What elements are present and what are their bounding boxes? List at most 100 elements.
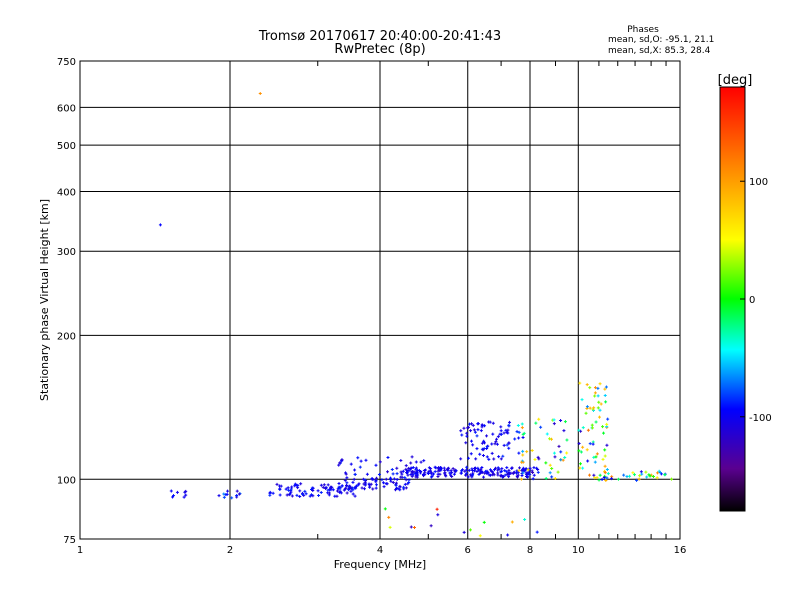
data-point	[602, 431, 606, 435]
data-point	[298, 489, 302, 493]
data-point	[316, 489, 320, 493]
data-point	[460, 469, 464, 473]
data-point	[588, 442, 592, 446]
data-point	[586, 428, 590, 432]
data-point	[462, 530, 466, 534]
data-point	[494, 440, 498, 444]
data-point	[514, 471, 518, 475]
data-point	[603, 464, 607, 468]
data-point	[578, 381, 582, 385]
data-point	[604, 479, 608, 483]
data-point	[517, 436, 521, 440]
data-point	[577, 441, 581, 445]
data-point	[409, 525, 413, 529]
data-point	[303, 489, 307, 493]
data-point	[515, 475, 519, 479]
data-point	[578, 466, 582, 470]
data-point	[371, 487, 375, 491]
data-point	[451, 467, 455, 471]
data-point	[545, 432, 549, 436]
data-point	[563, 420, 567, 424]
data-point	[349, 462, 353, 466]
data-point	[467, 468, 471, 472]
data-point	[488, 468, 492, 472]
data-point	[593, 476, 597, 480]
data-point	[460, 433, 464, 437]
data-point	[468, 528, 472, 532]
data-point	[559, 418, 563, 422]
data-point	[476, 422, 480, 426]
data-point	[476, 466, 480, 470]
data-point	[333, 494, 337, 498]
data-point	[598, 382, 602, 386]
data-point	[483, 471, 487, 475]
x-tick-label: 8	[527, 545, 533, 556]
data-point	[605, 443, 609, 447]
data-point	[471, 473, 475, 477]
data-point	[407, 478, 411, 482]
data-point	[430, 474, 434, 478]
data-point	[343, 478, 347, 482]
data-point	[258, 91, 262, 95]
data-point	[403, 482, 407, 486]
data-point	[402, 485, 406, 489]
data-point	[304, 492, 308, 496]
data-point	[409, 461, 413, 465]
data-point	[602, 476, 606, 480]
data-point	[648, 474, 652, 478]
y-tick-label: 100	[57, 475, 76, 486]
data-point	[605, 467, 609, 471]
data-point	[516, 423, 520, 427]
data-point	[603, 387, 607, 391]
data-point	[520, 426, 524, 430]
data-point	[383, 507, 387, 511]
data-point	[424, 468, 428, 472]
data-point	[465, 465, 469, 469]
data-point	[491, 472, 495, 476]
data-point	[465, 471, 469, 475]
data-point	[391, 481, 395, 485]
data-point	[517, 451, 521, 455]
data-point	[656, 471, 660, 475]
data-point	[500, 473, 504, 477]
data-point	[479, 467, 483, 471]
data-point	[439, 468, 443, 472]
data-point	[484, 469, 488, 473]
data-point	[429, 472, 433, 476]
data-point	[581, 466, 585, 470]
data-point	[519, 477, 523, 481]
colorbar-tick-label: 0	[749, 295, 755, 306]
data-point	[487, 457, 491, 461]
data-point	[586, 459, 590, 463]
data-point	[436, 469, 440, 473]
data-point	[476, 428, 480, 432]
data-point	[295, 493, 299, 497]
data-point	[593, 391, 597, 395]
data-point	[603, 393, 607, 397]
data-point	[414, 475, 418, 479]
data-point	[502, 431, 506, 435]
data-point	[374, 463, 378, 467]
data-point	[336, 489, 340, 493]
data-point	[472, 428, 476, 432]
data-point	[347, 486, 351, 490]
data-point	[375, 483, 379, 487]
y-tick-label: 75	[63, 535, 76, 546]
data-point	[364, 458, 368, 462]
colorbar-ticks: 100 0 -100	[740, 177, 772, 424]
data-point	[414, 460, 418, 464]
data-point	[553, 455, 557, 459]
data-point	[442, 466, 446, 470]
data-point	[502, 443, 506, 447]
data-point	[584, 411, 588, 415]
x-tick-label: 4	[377, 545, 383, 556]
data-point	[480, 466, 484, 470]
data-point	[536, 470, 540, 474]
data-point	[482, 439, 486, 443]
data-point	[495, 442, 499, 446]
data-point	[482, 520, 486, 524]
data-point	[158, 223, 162, 227]
data-point	[516, 473, 520, 477]
data-point	[596, 406, 600, 410]
data-point	[437, 466, 441, 470]
